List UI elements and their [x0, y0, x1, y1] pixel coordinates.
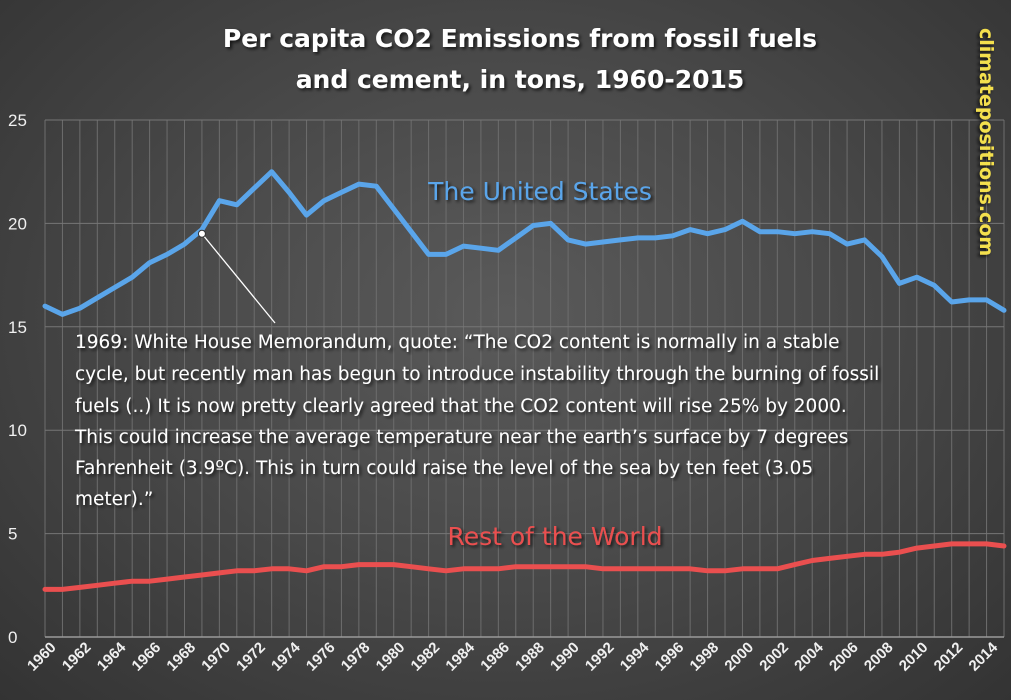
y-tick-label: 10 — [8, 421, 27, 440]
annotation-line-2: cycle, but recently man has begun to int… — [75, 364, 879, 385]
y-tick-label: 15 — [8, 318, 27, 337]
y-tick-label: 0 — [8, 628, 17, 647]
y-axis-ticks: 0 5 10 15 20 25 — [8, 111, 27, 647]
series-label-rest-of-world: Rest of the World — [447, 522, 662, 551]
x-tick-label: 1968 — [163, 639, 199, 675]
x-tick-label: 2004 — [791, 639, 827, 675]
x-tick-label: 1970 — [198, 639, 234, 675]
x-tick-label: 1962 — [59, 639, 95, 675]
series-line-rest-of-world — [42, 541, 1007, 592]
annotation-line-4: This could increase the average temperat… — [74, 427, 848, 448]
x-tick-label: 2000 — [721, 639, 757, 675]
chart-title-line-2: and cement, in tons, 1960-2015 — [296, 65, 745, 94]
x-tick-label: 2014 — [966, 639, 1002, 675]
x-tick-label: 1996 — [652, 639, 688, 675]
y-tick-label: 25 — [8, 111, 27, 130]
x-tick-label: 2006 — [826, 639, 862, 675]
x-tick-label: 1974 — [268, 639, 304, 675]
x-tick-label: 1978 — [338, 639, 374, 675]
x-tick-label: 1980 — [373, 639, 409, 675]
chart-title-line-1: Per capita CO2 Emissions from fossil fue… — [223, 24, 817, 53]
annotation-line-1: 1969: White House Memorandum, quote: “Th… — [75, 332, 839, 353]
x-tick-label: 1984 — [442, 639, 478, 675]
annotation-line-3: fuels (..) It is now pretty clearly agre… — [75, 396, 847, 417]
y-tick-label: 5 — [8, 525, 17, 544]
x-tick-label: 1988 — [512, 639, 548, 675]
x-tick-label: 1992 — [582, 639, 618, 675]
x-tick-label: 1998 — [687, 639, 723, 675]
y-tick-label: 20 — [8, 214, 27, 233]
annotation-line-5: Fahrenheit (3.9ºC). This in turn could r… — [75, 458, 813, 479]
x-tick-label: 1994 — [617, 639, 653, 675]
x-tick-label: 2010 — [896, 639, 932, 675]
annotation-marker — [197, 229, 206, 238]
annotation-1969-memo: 1969: White House Memorandum, quote: “Th… — [74, 229, 879, 510]
x-axis-ticks: 1960 1962 1964 1966 1968 1970 1972 1974 1976 1978… — [24, 639, 1002, 675]
series-lines — [42, 169, 1007, 592]
annotation-pointer-line — [201, 233, 276, 324]
x-tick-label: 1966 — [129, 639, 165, 675]
annotation-line-6: meter).” — [75, 489, 153, 510]
watermark-text: climatepositions.com — [975, 28, 997, 256]
x-tick-label: 1982 — [408, 639, 444, 675]
x-tick-label: 2008 — [861, 639, 897, 675]
series-line-united-states — [42, 169, 1007, 317]
x-tick-label: 1990 — [547, 639, 583, 675]
x-tick-label: 2002 — [756, 639, 792, 675]
x-tick-label: 1960 — [24, 639, 60, 675]
x-tick-label: 1986 — [477, 639, 513, 675]
x-tick-label: 1972 — [233, 639, 269, 675]
x-tick-label: 1976 — [303, 639, 339, 675]
x-tick-label: 1964 — [94, 639, 130, 675]
series-label-united-states: The United States — [427, 177, 652, 206]
x-tick-label: 2012 — [931, 639, 967, 675]
